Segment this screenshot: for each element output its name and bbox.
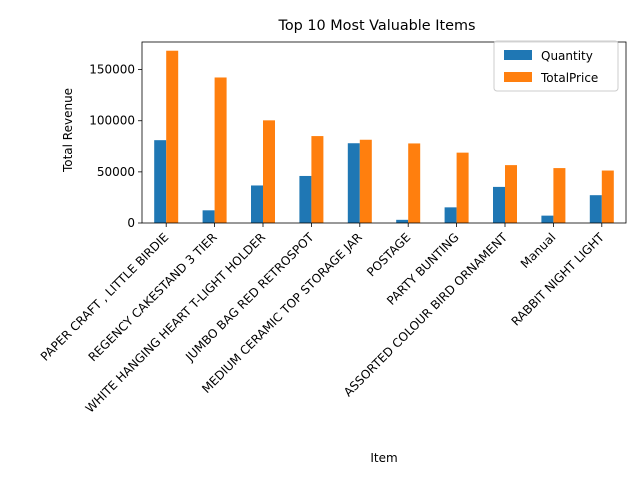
- x-tick-label: POSTAGE: [364, 230, 413, 279]
- bar-quantity-9: [589, 195, 602, 223]
- bar-totalprice-8: [553, 168, 566, 223]
- bar-totalprice-0: [166, 50, 179, 224]
- legend: Quantity TotalPrice: [493, 40, 619, 92]
- y-tick-label: 150000: [89, 63, 135, 77]
- bar-totalprice-6: [456, 152, 469, 223]
- bar-quantity-5: [396, 219, 409, 223]
- bar-quantity-4: [347, 143, 360, 223]
- bar-totalprice-4: [359, 139, 372, 223]
- y-axis-label: Total Revenue: [61, 88, 75, 173]
- bar-quantity-7: [493, 186, 505, 223]
- bars-layer: [154, 50, 614, 224]
- bar-totalprice-5: [408, 143, 421, 223]
- bar-quantity-0: [154, 140, 167, 223]
- bar-totalprice-2: [263, 120, 275, 223]
- bar-quantity-6: [444, 207, 457, 223]
- bar-totalprice-1: [214, 77, 227, 223]
- plot-frame: [141, 41, 627, 224]
- bar-quantity-1: [202, 210, 215, 223]
- bar-quantity-2: [251, 185, 263, 223]
- x-tick-label: WHITE HANGING HEART T-LIGHT HOLDER: [83, 230, 268, 415]
- legend-label-quantity: Quantity: [541, 49, 593, 63]
- x-axis-label: Item: [370, 451, 397, 465]
- legend-swatch-totalprice: [504, 72, 532, 82]
- chart-title: Top 10 Most Valuable Items: [278, 18, 476, 34]
- bar-totalprice-7: [505, 165, 517, 223]
- legend-label-totalprice: TotalPrice: [540, 71, 598, 85]
- legend-swatch-quantity: [504, 50, 532, 60]
- x-tick-label: RABBIT NIGHT LIGHT: [509, 230, 608, 329]
- bar-quantity-3: [299, 175, 312, 223]
- x-tick-label: Manual: [518, 230, 559, 271]
- bar-totalprice-3: [311, 136, 324, 223]
- y-tick-label: 0: [127, 216, 135, 230]
- y-tick-label: 100000: [89, 114, 135, 128]
- bar-totalprice-9: [601, 170, 614, 223]
- y-tick-label: 50000: [97, 165, 135, 179]
- bar-quantity-8: [541, 215, 554, 223]
